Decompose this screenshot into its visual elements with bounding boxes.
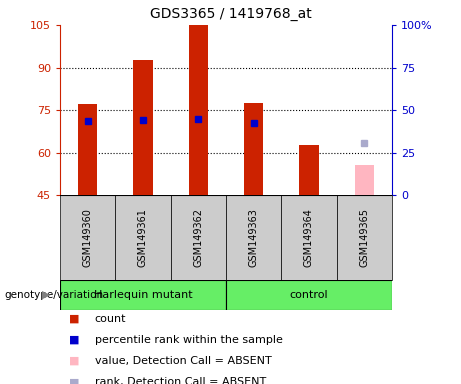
Bar <box>60 280 226 310</box>
Text: ■: ■ <box>69 335 80 345</box>
Bar <box>244 103 263 195</box>
Text: GSM149365: GSM149365 <box>359 208 369 267</box>
Text: ■: ■ <box>69 377 80 384</box>
Text: percentile rank within the sample: percentile rank within the sample <box>95 335 283 345</box>
Text: GSM149361: GSM149361 <box>138 208 148 267</box>
Text: genotype/variation: genotype/variation <box>5 290 104 300</box>
Text: rank, Detection Call = ABSENT: rank, Detection Call = ABSENT <box>95 377 266 384</box>
Text: value, Detection Call = ABSENT: value, Detection Call = ABSENT <box>95 356 271 366</box>
Text: control: control <box>290 290 328 300</box>
Text: ■: ■ <box>69 356 80 366</box>
Bar <box>115 195 171 280</box>
Bar <box>78 104 97 195</box>
Bar <box>299 146 319 195</box>
Bar <box>226 195 281 280</box>
Text: GSM149364: GSM149364 <box>304 208 314 267</box>
Text: ▶: ▶ <box>42 290 51 300</box>
Bar <box>337 195 392 280</box>
Bar <box>281 195 337 280</box>
Text: ■: ■ <box>69 314 80 324</box>
Text: GSM149362: GSM149362 <box>193 208 203 267</box>
Text: Harlequin mutant: Harlequin mutant <box>94 290 192 300</box>
Text: GSM149360: GSM149360 <box>83 208 93 267</box>
Text: GSM149363: GSM149363 <box>248 208 259 267</box>
Bar <box>171 195 226 280</box>
Bar <box>60 195 115 280</box>
Text: GDS3365 / 1419768_at: GDS3365 / 1419768_at <box>150 7 311 21</box>
Bar <box>133 60 153 195</box>
Text: count: count <box>95 314 126 324</box>
Bar <box>355 165 374 195</box>
Bar <box>226 280 392 310</box>
Bar <box>189 25 208 195</box>
